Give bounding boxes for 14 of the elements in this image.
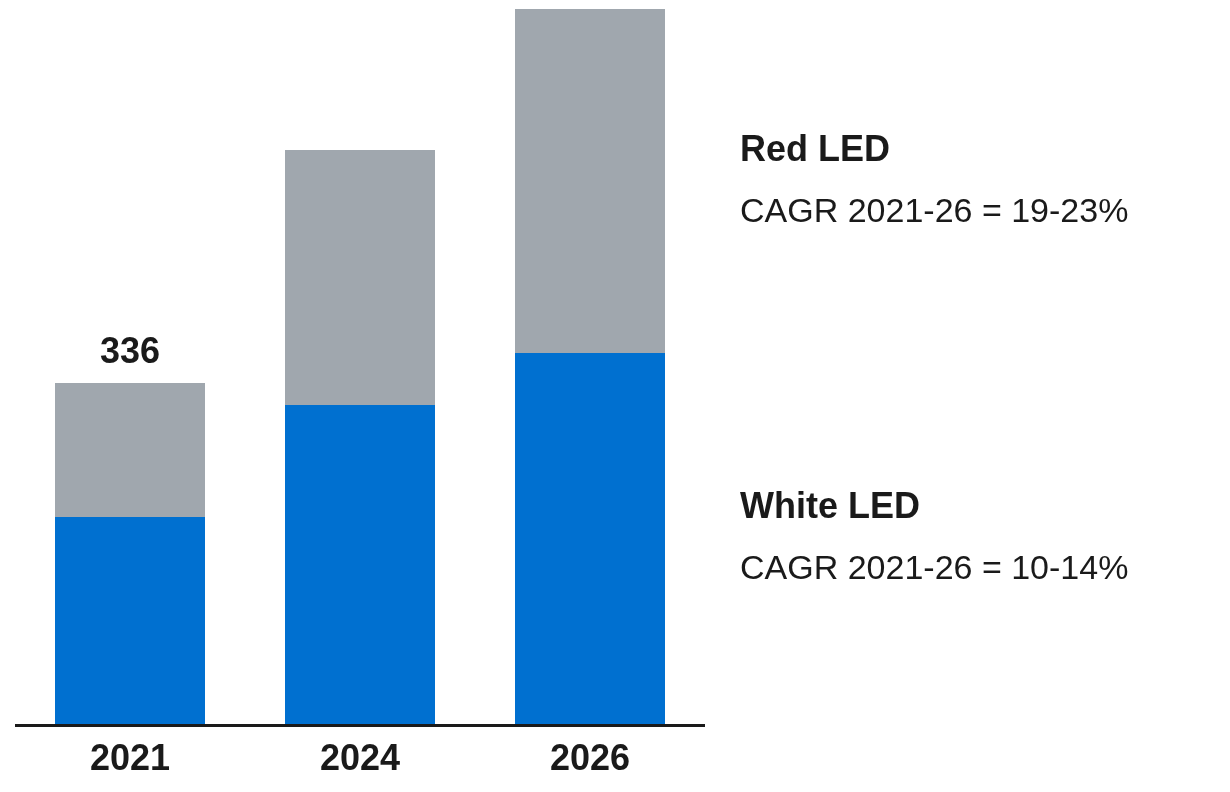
text: CAGR 2021-26 = 10-14%	[740, 548, 1129, 586]
annotation: 336	[100, 330, 161, 371]
text: White LED	[740, 485, 920, 526]
text: CAGR 2021-26 = 19-23%	[740, 191, 1129, 229]
bar	[515, 9, 665, 353]
bar	[55, 382, 205, 517]
bar	[285, 405, 435, 724]
x-tick-label: 2021	[89, 737, 171, 779]
bar	[285, 149, 435, 406]
text: Red LED	[740, 128, 891, 169]
x-tick-label: 2026	[549, 737, 631, 779]
x-tick-label: 2024	[319, 737, 401, 779]
bar	[515, 352, 665, 724]
bar	[55, 516, 205, 724]
